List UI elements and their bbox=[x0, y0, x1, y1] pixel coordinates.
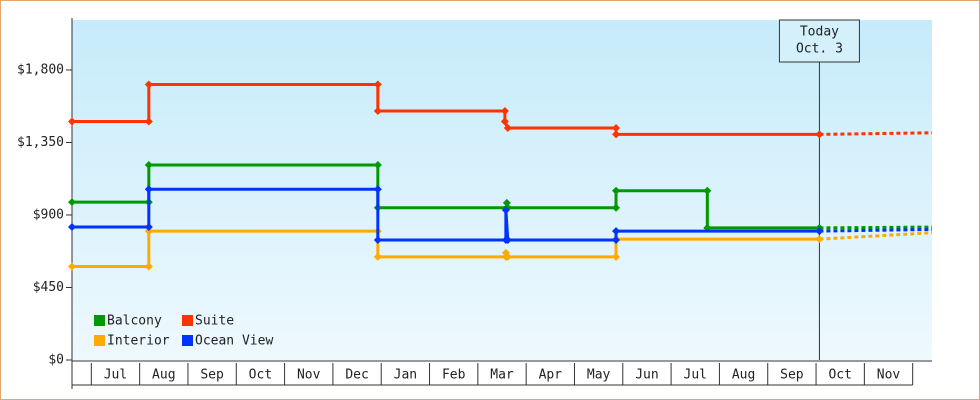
y-tick-label: $450 bbox=[33, 280, 64, 295]
legend-label: Ocean View bbox=[195, 334, 273, 349]
marker bbox=[612, 235, 621, 244]
marker bbox=[503, 235, 512, 244]
x-tick-label: Aug bbox=[732, 368, 755, 383]
today-label: Today bbox=[800, 25, 839, 40]
marker bbox=[501, 206, 510, 215]
forecast-line bbox=[819, 231, 933, 241]
marker bbox=[68, 262, 76, 271]
marker bbox=[373, 107, 382, 116]
x-tick-label: Nov bbox=[297, 368, 321, 383]
x-tick-label: Nov bbox=[877, 368, 901, 383]
x-tick-label: Mar bbox=[490, 368, 514, 383]
marker bbox=[373, 185, 382, 194]
marker bbox=[144, 80, 153, 89]
x-tick-label: Aug bbox=[152, 368, 175, 383]
y-tick-label: $1,800 bbox=[17, 62, 64, 77]
x-tick-label: Dec bbox=[345, 368, 368, 383]
marker bbox=[703, 186, 712, 195]
x-tick-label: Oct bbox=[249, 368, 272, 383]
marker bbox=[500, 117, 509, 126]
legend-label: Suite bbox=[195, 314, 234, 329]
marker bbox=[503, 252, 512, 261]
marker bbox=[612, 130, 621, 139]
marker bbox=[373, 252, 382, 261]
marker bbox=[68, 223, 76, 232]
x-tick-label: Apr bbox=[539, 368, 563, 383]
legend-label: Interior bbox=[107, 334, 170, 349]
marker bbox=[68, 117, 76, 126]
x-tick-label: May bbox=[587, 368, 611, 383]
x-tick-label: Feb bbox=[442, 368, 466, 383]
marker bbox=[373, 161, 382, 170]
marker bbox=[144, 117, 153, 126]
marker bbox=[612, 123, 621, 132]
forecast-line bbox=[819, 225, 933, 230]
marker bbox=[144, 161, 153, 170]
marker bbox=[815, 227, 824, 236]
marker bbox=[144, 262, 153, 271]
marker bbox=[612, 252, 621, 261]
today-label: Oct. 3 bbox=[796, 42, 843, 57]
marker bbox=[500, 107, 509, 116]
marker bbox=[144, 223, 153, 232]
today-box bbox=[778, 19, 860, 63]
legend-swatch bbox=[182, 315, 193, 326]
forecast-line bbox=[819, 131, 933, 136]
marker bbox=[144, 227, 153, 236]
marker bbox=[373, 235, 382, 244]
x-tick-label: Sep bbox=[780, 368, 804, 383]
x-tick-label: Jan bbox=[394, 368, 417, 383]
marker bbox=[144, 185, 153, 194]
marker bbox=[612, 186, 621, 195]
x-tick-label: Sep bbox=[200, 368, 224, 383]
marker bbox=[373, 80, 382, 89]
y-tick-label: $900 bbox=[33, 207, 64, 222]
x-tick-label: Jul bbox=[104, 368, 127, 383]
forecast-line bbox=[819, 227, 933, 233]
y-tick-label: $1,350 bbox=[17, 135, 64, 150]
legend-swatch bbox=[182, 335, 193, 346]
marker bbox=[612, 227, 621, 236]
x-tick-label: Jul bbox=[684, 368, 707, 383]
y-tick-label: $0 bbox=[48, 353, 64, 368]
legend-swatch bbox=[94, 315, 105, 326]
marker bbox=[815, 235, 824, 244]
legend-swatch bbox=[94, 335, 105, 346]
marker bbox=[68, 198, 76, 207]
marker bbox=[612, 203, 621, 212]
legend-label: Balcony bbox=[107, 314, 162, 329]
x-tick-label: Jun bbox=[635, 368, 658, 383]
x-tick-label: Oct bbox=[828, 368, 851, 383]
marker bbox=[815, 130, 824, 139]
marker bbox=[503, 123, 512, 132]
